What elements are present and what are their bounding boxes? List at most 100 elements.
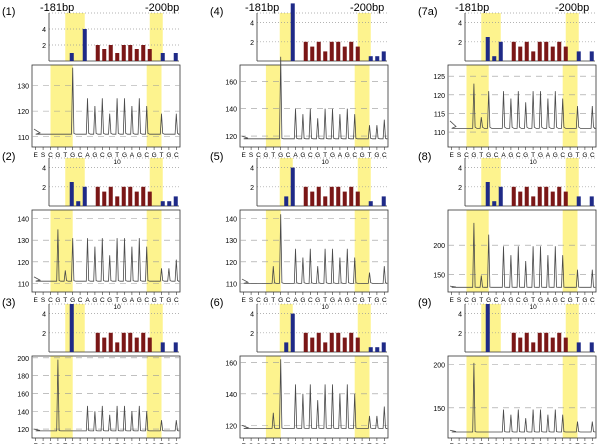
trace-frame [447,209,597,293]
trace-highlight-1 [562,65,578,147]
position-number: 10 [113,159,121,166]
dispensation-letter: G [330,152,335,159]
dispensation-letter: G [137,152,142,159]
panel-label: (1) [2,6,15,18]
dispensation-letter: G [263,152,268,159]
bar-tick-label: 2 [458,40,462,47]
bar-4 [284,342,289,352]
bar-19 [173,342,178,352]
trace-tick-label: 200 [17,356,29,363]
dispensation-letter: C [590,297,595,304]
dispensation-letter: E [242,297,247,304]
dispensation-letter: G [70,297,75,304]
bar-tick-label: 4 [458,21,462,28]
bar-tick-label: 2 [250,40,254,47]
bar-15 [355,337,360,352]
dispensation-letter: A [130,297,135,304]
dispensation-letter: C [464,297,469,304]
bar-tick-label: 2 [42,331,46,338]
trace-tick-label: 120 [225,423,237,430]
trace-tick-label: 200 [433,363,445,370]
pyrogram-trace [449,362,596,433]
panel-label: (9) [418,297,431,309]
dispensation-letter: T [576,297,580,304]
dispensation-letter: G [92,297,97,304]
bar-9 [316,41,321,61]
dispensation-letter: E [450,152,455,159]
bar-tick-label: 2 [458,331,462,338]
bar-5 [498,41,503,61]
bar-8 [102,191,107,206]
bar-highlight-1 [149,158,163,206]
dispensation-letter: G [374,297,379,304]
bar-12 [128,186,133,206]
bar-13 [550,337,555,352]
dispensation-letter: S [41,152,46,159]
dispensation-letter: G [278,297,283,304]
dispensation-letter: C [256,152,261,159]
bar-3 [485,304,490,352]
bar-3 [69,304,74,352]
dispensation-letter: E [34,152,39,159]
trace-highlight-1 [354,65,370,147]
dispensation-letter: T [576,152,580,159]
bar-8 [518,337,523,352]
bar-13 [342,191,347,206]
dispensation-letter: G [582,152,587,159]
bar-12 [544,186,549,206]
bar-7 [95,332,100,352]
bar-11 [329,41,334,61]
dispensation-letter: G [508,297,513,304]
bar-7 [511,332,516,352]
bar-highlight-0 [279,158,293,206]
bar-8 [518,46,523,61]
bar-tick-label: 2 [458,185,462,192]
bar-15 [563,46,568,61]
col3-left-label: -181bp [455,2,489,14]
position-number: 10 [113,304,121,311]
panel-1: (1)24110120130ESCGTGCAGCGTGAGCGTGC51015 [2,6,181,166]
bar-19 [589,196,594,206]
bar-10 [531,342,536,352]
bar-10 [115,196,120,206]
dispensation-letter: G [315,297,320,304]
panel-7a: (7a)24110115120125ESCGTGCAGCGTGAGCGTGC51… [418,6,597,166]
bar-highlight-1 [149,304,163,352]
bar-8 [310,337,315,352]
bar-19 [589,342,594,352]
dispensation-letter: T [115,152,119,159]
bar-highlight-1 [149,13,163,61]
bar-4 [284,196,289,206]
trace-highlight-0 [466,356,489,438]
position-number: 10 [321,159,329,166]
bar-9 [524,41,529,61]
bar-highlight-0 [279,13,293,61]
bar-17 [368,201,373,206]
bar-19 [173,53,178,61]
dispensation-letter: G [374,152,379,159]
bar-7 [95,186,100,206]
dispensation-letter: G [55,297,60,304]
trace-tick-label: 110 [434,130,445,137]
bar-14 [141,332,146,352]
dispensation-letter: C [100,152,105,159]
bar-15 [147,49,152,61]
bar-15 [147,191,152,206]
trace-tick-label: 150 [433,406,445,413]
col3-right-label: -200bp [555,2,589,14]
bar-13 [134,49,139,61]
bar-19 [381,51,386,61]
bar-13 [134,191,139,206]
bar-9 [524,186,529,206]
dispensation-letter: G [538,297,543,304]
bar-3 [485,37,490,61]
panel-4: (4)24120140160ESCGTGCAGCGTGAGCGTGC51015 [210,3,389,166]
dispensation-letter: C [516,152,521,159]
trace-highlight-0 [265,65,281,147]
dispensation-letter: G [300,297,305,304]
bar-highlight-0 [65,13,85,61]
dispensation-letter: C [174,297,179,304]
trace-frame [239,355,389,439]
bar-tick-label: 4 [42,27,46,34]
